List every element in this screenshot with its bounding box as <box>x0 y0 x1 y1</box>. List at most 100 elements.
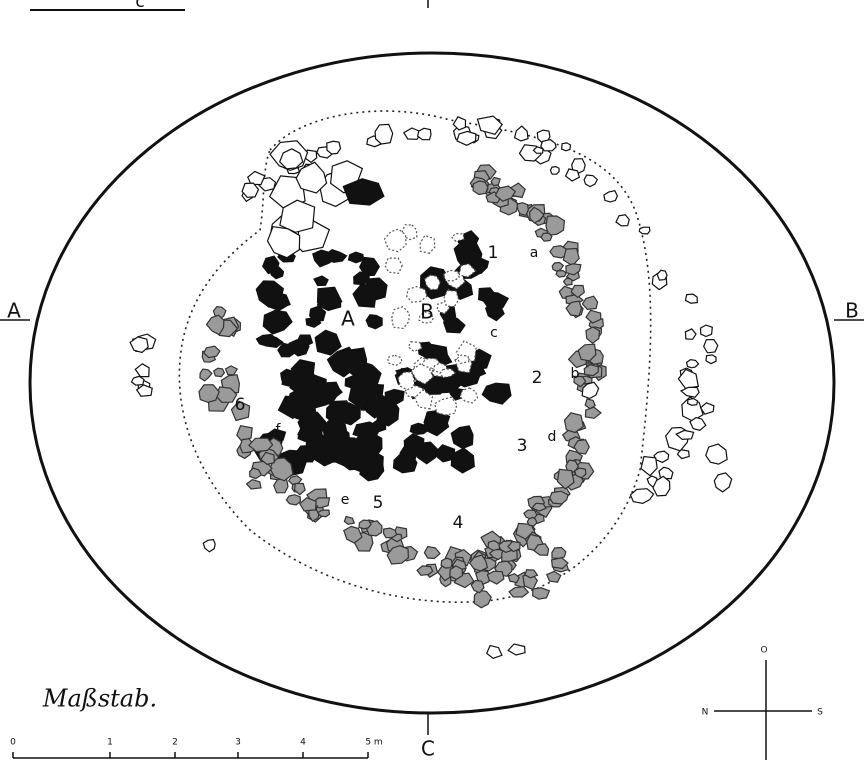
stone <box>207 315 224 335</box>
stone <box>550 491 568 504</box>
zone-label: 6 <box>235 395 246 415</box>
compass-label: N <box>702 708 709 718</box>
stone <box>690 418 706 431</box>
stone <box>295 445 317 462</box>
stone <box>584 175 597 187</box>
stone <box>375 124 393 144</box>
stone <box>314 276 328 286</box>
stone <box>441 558 452 568</box>
stone <box>546 216 564 235</box>
stone <box>444 270 460 281</box>
axis-label: A <box>7 299 21 323</box>
scale-label: 0 <box>10 738 16 748</box>
feature-label: b <box>571 366 580 382</box>
compass-label: S <box>817 708 823 718</box>
stone <box>424 547 440 559</box>
stone <box>226 366 238 375</box>
axis-label: C <box>421 737 435 761</box>
area-label: A <box>341 307 355 331</box>
zone-label: 2 <box>532 368 543 388</box>
scale-label: 1 <box>107 738 113 748</box>
stone <box>344 517 354 525</box>
stone <box>132 376 145 385</box>
stone <box>214 368 225 376</box>
stone <box>457 131 476 145</box>
stone <box>286 495 300 505</box>
stone <box>566 169 580 181</box>
stone <box>509 587 528 597</box>
stone <box>541 233 552 241</box>
stone <box>274 479 288 493</box>
stone <box>200 369 212 381</box>
stone <box>604 191 618 202</box>
stones <box>130 116 732 658</box>
stone <box>487 646 502 659</box>
stone <box>550 167 559 175</box>
stone <box>204 346 220 358</box>
stone <box>685 329 696 339</box>
stone <box>451 426 473 449</box>
stone <box>487 571 504 584</box>
stone <box>359 520 371 529</box>
corner-letter: c <box>135 0 144 12</box>
stone <box>556 271 566 278</box>
stone <box>444 291 459 307</box>
stone <box>385 258 402 273</box>
zone-label: 1 <box>488 243 499 263</box>
stone <box>460 388 478 403</box>
stone <box>701 325 713 336</box>
site-plan: c A B C A B 1 2 3 4 5 6 a b c d e f Maßs… <box>0 0 864 764</box>
stone <box>482 383 511 404</box>
stone <box>552 548 566 559</box>
feature-label: e <box>341 492 350 508</box>
stone <box>257 335 277 347</box>
stone <box>517 203 528 216</box>
stone <box>385 390 404 405</box>
stone <box>641 457 657 476</box>
zone-label: 5 <box>373 493 384 513</box>
stone <box>349 252 364 263</box>
zone-label: 4 <box>453 513 464 533</box>
stone <box>326 250 347 263</box>
stone <box>366 315 382 329</box>
stone <box>435 397 457 415</box>
stone <box>418 128 431 139</box>
stone <box>688 399 698 406</box>
stone <box>639 227 650 234</box>
stone <box>388 355 402 365</box>
stone <box>450 566 463 580</box>
stone <box>706 355 716 364</box>
stone <box>508 644 525 655</box>
stone <box>203 540 215 552</box>
stone <box>657 270 667 280</box>
stone <box>706 444 727 464</box>
stone <box>318 510 330 517</box>
scale-title: Maßstab. <box>42 685 157 713</box>
scale-label: 4 <box>300 738 306 748</box>
stone <box>547 571 561 582</box>
stone <box>473 181 488 195</box>
scale-label: 3 <box>235 738 241 748</box>
stone <box>384 528 397 538</box>
stone <box>631 489 654 504</box>
stone <box>392 307 410 329</box>
stone <box>247 480 261 489</box>
stone <box>616 215 629 226</box>
stone <box>586 327 600 343</box>
stone <box>515 126 528 141</box>
area-label: B <box>420 300 434 324</box>
feature-label: c <box>490 325 498 341</box>
stone <box>508 574 519 583</box>
axis-label: B <box>845 299 859 323</box>
stone <box>686 294 698 303</box>
stone <box>704 340 718 353</box>
stone <box>135 364 149 377</box>
feature-label: d <box>548 429 557 445</box>
stone <box>474 590 491 608</box>
stone <box>659 467 673 478</box>
stone <box>248 171 265 184</box>
compass-label: O <box>760 646 767 656</box>
stone <box>562 143 571 151</box>
scale-label: 5 m <box>365 738 382 748</box>
stone <box>298 432 312 441</box>
